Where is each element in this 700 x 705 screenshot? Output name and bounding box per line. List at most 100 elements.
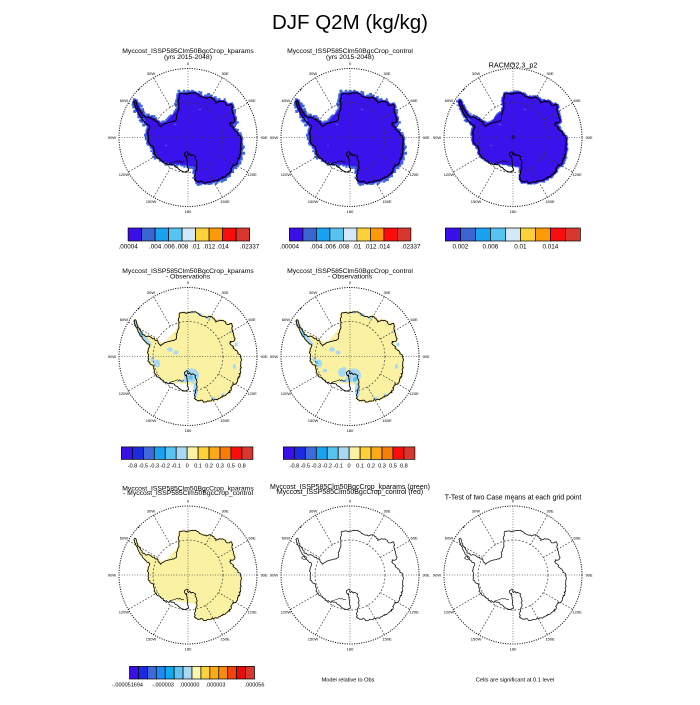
svg-text:-0.2: -0.2 (322, 464, 332, 470)
svg-text:120W: 120W (444, 172, 455, 177)
svg-text:60E: 60E (574, 98, 581, 103)
svg-text:- Observations: - Observations (166, 274, 211, 281)
svg-text:90W: 90W (270, 573, 278, 578)
svg-text:.012: .012 (364, 243, 377, 250)
svg-text:.02337: .02337 (401, 243, 421, 250)
svg-text:180: 180 (185, 428, 192, 433)
svg-text:60W: 60W (120, 536, 128, 541)
svg-text:0.01: 0.01 (514, 243, 527, 250)
svg-text:90E: 90E (260, 354, 267, 359)
svg-text:-0.1: -0.1 (171, 464, 181, 470)
svg-text:-.000051694: -.000051694 (112, 683, 143, 689)
svg-text:0.2: 0.2 (367, 464, 375, 470)
svg-text:.006: .006 (162, 243, 175, 250)
svg-text:- Myccost_ISSP585Clm50BgcCrop_: - Myccost_ISSP585Clm50BgcCrop_control (123, 490, 253, 497)
svg-text:60E: 60E (249, 98, 256, 103)
svg-text:0.3: 0.3 (378, 464, 386, 470)
svg-text:90E: 90E (260, 135, 267, 140)
svg-text:120E: 120E (247, 172, 257, 177)
svg-text:DJF Q2M (kg/kg): DJF Q2M (kg/kg) (272, 11, 428, 34)
svg-text:90E: 90E (585, 135, 592, 140)
svg-text:120E: 120E (572, 172, 582, 177)
svg-text:0: 0 (512, 499, 515, 504)
svg-text:150E: 150E (545, 637, 555, 642)
svg-text:120W: 120W (281, 172, 292, 177)
svg-text:T-Test of two Case means at ea: T-Test of two Case means at each grid po… (445, 495, 582, 502)
svg-text:180: 180 (510, 647, 517, 652)
svg-text:150W: 150W (471, 199, 482, 204)
svg-text:0: 0 (186, 464, 189, 470)
svg-text:180: 180 (185, 647, 192, 652)
svg-text:0: 0 (349, 499, 352, 504)
svg-text:30E: 30E (546, 508, 553, 513)
svg-text:180: 180 (347, 647, 354, 652)
svg-text:150E: 150E (382, 418, 392, 423)
svg-text:0.8: 0.8 (238, 464, 246, 470)
svg-text:0: 0 (349, 61, 352, 66)
svg-text:60E: 60E (411, 536, 418, 541)
svg-text:150W: 150W (146, 637, 157, 642)
svg-text:120W: 120W (119, 610, 130, 615)
svg-text:RACMO2.3_p2: RACMO2.3_p2 (489, 61, 538, 70)
svg-text:150E: 150E (220, 418, 230, 423)
svg-text:0.8: 0.8 (400, 464, 408, 470)
svg-text:0: 0 (187, 61, 190, 66)
svg-text:150E: 150E (545, 199, 555, 204)
svg-text:120E: 120E (247, 391, 257, 396)
svg-text:120E: 120E (409, 391, 419, 396)
svg-text:90E: 90E (585, 573, 592, 578)
svg-text:.000056: .000056 (245, 683, 265, 689)
svg-text:120W: 120W (281, 391, 292, 396)
svg-text:.006: .006 (324, 243, 337, 250)
svg-text:Myccost_ISSP585Clm50BgcCrop_co: Myccost_ISSP585Clm50BgcCrop_control (red… (277, 489, 423, 496)
svg-text:-.000003: -.000003 (152, 683, 174, 689)
svg-text:180: 180 (510, 209, 517, 214)
svg-text:30W: 30W (309, 71, 317, 76)
svg-text:60E: 60E (411, 98, 418, 103)
svg-text:Myccost_ISSP585Clm50BgcCrop_kp: Myccost_ISSP585Clm50BgcCrop_kparams (gre… (270, 484, 430, 491)
svg-text:150E: 150E (382, 637, 392, 642)
svg-text:60W: 60W (445, 98, 453, 103)
svg-text:150W: 150W (308, 637, 319, 642)
svg-text:60E: 60E (411, 317, 418, 322)
svg-text:0.3: 0.3 (216, 464, 224, 470)
svg-text:.004: .004 (310, 243, 323, 250)
svg-text:90W: 90W (108, 354, 116, 359)
svg-text:0: 0 (187, 499, 190, 504)
svg-text:0.2: 0.2 (205, 464, 213, 470)
svg-text:120E: 120E (409, 172, 419, 177)
svg-text:30W: 30W (309, 508, 317, 513)
svg-text:90E: 90E (422, 354, 429, 359)
svg-text:120W: 120W (444, 610, 455, 615)
svg-text:.00004: .00004 (280, 243, 300, 250)
svg-text:Myccost_ISSP585Clm50BgcCrop_kp: Myccost_ISSP585Clm50BgcCrop_kparams (122, 268, 254, 275)
svg-text:0: 0 (512, 61, 515, 66)
svg-text:.014: .014 (216, 243, 229, 250)
svg-text:90E: 90E (422, 135, 429, 140)
svg-text:0.5: 0.5 (389, 464, 397, 470)
svg-text:Myccost_ISSP585Clm50BgcCrop_co: Myccost_ISSP585Clm50BgcCrop_control (287, 268, 413, 275)
svg-text:Myccost_ISSP585Clm50BgcCrop_kp: Myccost_ISSP585Clm50BgcCrop_kparams (122, 485, 254, 492)
svg-text:-0.3: -0.3 (149, 464, 159, 470)
svg-text:- Observations: - Observations (328, 274, 373, 281)
svg-text:0.006: 0.006 (483, 243, 499, 250)
svg-text:(yrs 2015-2048): (yrs 2015-2048) (164, 54, 212, 61)
svg-text:150W: 150W (308, 199, 319, 204)
svg-text:.008: .008 (176, 243, 189, 250)
svg-text:30E: 30E (546, 71, 553, 76)
svg-text:Myccost_ISSP585Clm50BgcCrop_co: Myccost_ISSP585Clm50BgcCrop_control (287, 48, 413, 55)
svg-text:60W: 60W (282, 98, 290, 103)
svg-text:0: 0 (348, 464, 351, 470)
svg-text:Myccost_ISSP585Clm50BgcCrop_kp: Myccost_ISSP585Clm50BgcCrop_kparams (122, 48, 254, 55)
svg-text:30E: 30E (383, 71, 390, 76)
svg-text:150W: 150W (146, 418, 157, 423)
svg-text:.01: .01 (191, 243, 200, 250)
svg-text:150E: 150E (382, 199, 392, 204)
svg-text:90E: 90E (422, 573, 429, 578)
svg-text:60W: 60W (120, 317, 128, 322)
svg-text:-0.5: -0.5 (138, 464, 148, 470)
svg-text:60E: 60E (249, 536, 256, 541)
svg-text:30W: 30W (309, 290, 317, 295)
svg-text:180: 180 (185, 209, 192, 214)
svg-text:30W: 30W (147, 71, 155, 76)
